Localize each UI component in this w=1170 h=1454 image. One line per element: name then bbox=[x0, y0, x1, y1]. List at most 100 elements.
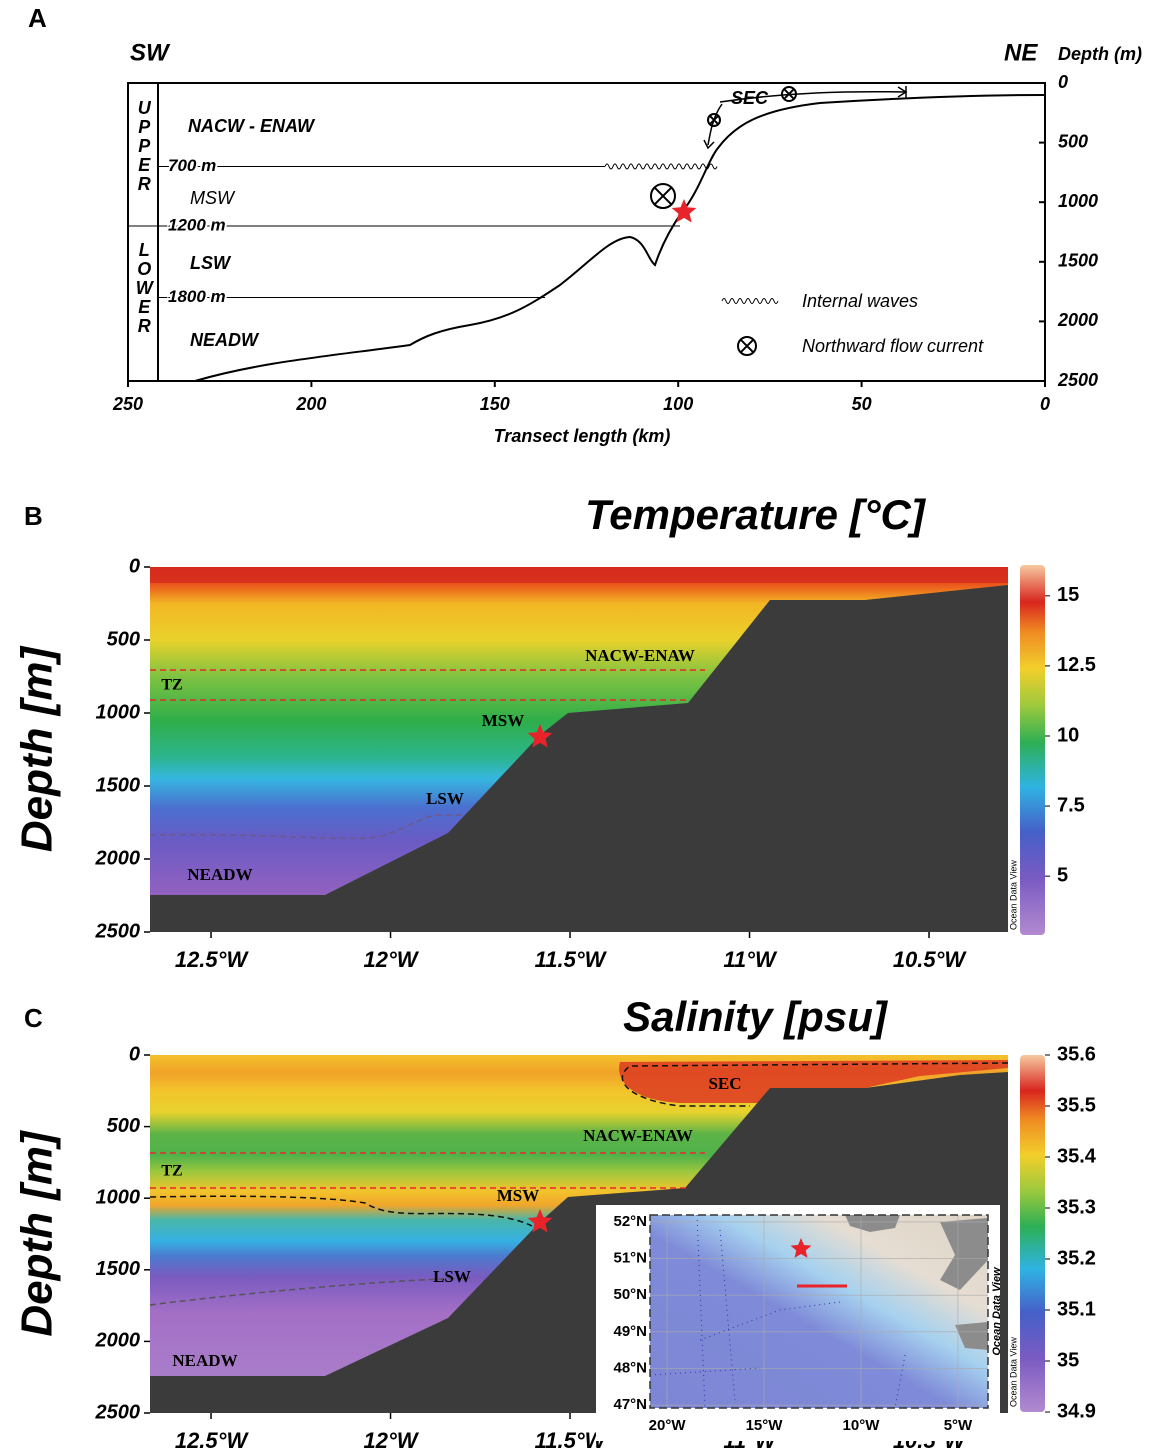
water-mass-label: NACW - ENAW bbox=[188, 116, 316, 136]
y-tick-label: 2000 bbox=[95, 1330, 141, 1352]
y-tick-label: 1500 bbox=[96, 774, 141, 796]
x-tick-label: 11.5°W bbox=[535, 947, 608, 972]
watermark: Ocean Data View bbox=[991, 1266, 1003, 1356]
current-arrow bbox=[707, 103, 723, 146]
x-tick-label: 50 bbox=[852, 394, 872, 414]
legend-wave bbox=[721, 298, 779, 304]
map-lat-label: 50°N bbox=[613, 1286, 647, 1303]
water-mass-label: NEADW bbox=[187, 865, 252, 884]
bathymetry bbox=[194, 94, 1046, 382]
colorbar-tick-label: 34.9 bbox=[1057, 1400, 1096, 1422]
water-mass-label: NACW-ENAW bbox=[585, 646, 695, 665]
current-arrow bbox=[897, 86, 908, 98]
flow-symbol bbox=[650, 183, 676, 209]
y-axis-title: Depth (m) bbox=[1058, 44, 1142, 64]
colorbar-tick-label: 35.2 bbox=[1057, 1247, 1096, 1269]
boundary-label: 1800 m bbox=[168, 287, 226, 306]
map-lat-label: 52°N bbox=[613, 1213, 647, 1230]
water-mass-label: SEC bbox=[708, 1074, 741, 1093]
colorbar-tick-label: 35.6 bbox=[1057, 1043, 1096, 1065]
y-tick-label: 1500 bbox=[96, 1258, 141, 1280]
map-frame bbox=[649, 1214, 989, 1409]
water-mass-label: MSW bbox=[497, 1186, 540, 1205]
y-tick-label: 1500 bbox=[1058, 251, 1098, 271]
watermark: Ocean Data View bbox=[1008, 860, 1018, 930]
sec-core bbox=[619, 1060, 1008, 1103]
map-lat-label: 47°N bbox=[613, 1396, 647, 1413]
y-tick-label: 1000 bbox=[96, 1186, 141, 1208]
sample-star bbox=[790, 1238, 812, 1258]
flow-symbol bbox=[707, 113, 721, 127]
y-tick-label: 1000 bbox=[96, 701, 141, 723]
lsw-boundary bbox=[149, 1277, 471, 1306]
map-lon-label: 10°W bbox=[843, 1417, 881, 1434]
map-land bbox=[845, 1215, 988, 1350]
y-tick-label: 0 bbox=[129, 1043, 140, 1065]
colorbar bbox=[1020, 565, 1045, 935]
colorbar-tick-label: 35.3 bbox=[1057, 1196, 1096, 1218]
x-tick-label: 11°W bbox=[723, 947, 778, 972]
y-tick-label: 2500 bbox=[95, 1401, 141, 1423]
y-tick-label: 2500 bbox=[1057, 370, 1098, 390]
water-mass-label: NEADW bbox=[190, 330, 260, 350]
map-lon-label: 5°W bbox=[944, 1417, 973, 1434]
x-tick-label: 11.5°W bbox=[535, 1428, 608, 1453]
x-tick-label: 250 bbox=[112, 394, 143, 414]
flow-symbol bbox=[739, 338, 755, 354]
group-label: UPPER bbox=[134, 98, 154, 193]
x-tick-label: 10.5°W bbox=[893, 947, 968, 972]
x-tick-label: 150 bbox=[480, 394, 510, 414]
y-tick-label: 2000 bbox=[1057, 310, 1098, 330]
colorbar-tick-label: 12.5 bbox=[1057, 654, 1096, 676]
msw-boundary bbox=[149, 1195, 533, 1227]
panel-label: B bbox=[24, 501, 43, 531]
y-tick-label: 1000 bbox=[1058, 191, 1098, 211]
y-tick-label: 2000 bbox=[95, 847, 141, 869]
water-mass-label: MSW bbox=[482, 711, 525, 730]
lsw-boundary bbox=[149, 814, 470, 840]
panel-label: C bbox=[24, 1003, 43, 1033]
y-tick-label: 500 bbox=[107, 628, 140, 650]
panel-label: A bbox=[28, 3, 47, 33]
colorbar-tick-label: 35.1 bbox=[1057, 1298, 1096, 1320]
y-tick-label: 0 bbox=[129, 555, 140, 577]
y-axis-title: Depth [m] bbox=[13, 646, 62, 853]
map-lat-label: 51°N bbox=[613, 1250, 647, 1267]
boundary-label: 1200 m bbox=[168, 216, 226, 235]
x-tick-label: 12.5°W bbox=[175, 947, 250, 972]
colorbar-tick-label: 35.4 bbox=[1057, 1145, 1097, 1167]
colorbar-tick-label: 35 bbox=[1057, 1349, 1079, 1371]
x-tick-label: 200 bbox=[295, 394, 326, 414]
warm-layer bbox=[150, 567, 1008, 583]
station-track bbox=[649, 1214, 906, 1409]
water-mass-label: LSW bbox=[433, 1267, 471, 1286]
current-arrow bbox=[719, 90, 906, 103]
side-label: SW bbox=[130, 39, 171, 66]
legend-label: Internal waves bbox=[802, 291, 918, 311]
x-tick-label: 12°W bbox=[364, 1428, 420, 1453]
water-mass-label: NEADW bbox=[172, 1351, 237, 1370]
y-tick-label: 0 bbox=[1058, 72, 1068, 92]
y-tick-label: 500 bbox=[107, 1115, 140, 1137]
y-axis-title: Depth [m] bbox=[13, 1130, 62, 1337]
y-tick-label: 2500 bbox=[95, 920, 141, 942]
internal-waves bbox=[604, 163, 718, 170]
legend-label: Northward flow current bbox=[802, 336, 984, 356]
colorbar-tick-label: 7.5 bbox=[1057, 794, 1085, 816]
map-lat-label: 49°N bbox=[613, 1323, 647, 1340]
boundary-label: 700 m bbox=[168, 156, 216, 175]
current-arrow bbox=[703, 139, 715, 150]
map-lon-label: 15°W bbox=[746, 1417, 784, 1434]
colorbar-tick-label: 35.5 bbox=[1057, 1094, 1096, 1116]
water-mass-label: LSW bbox=[190, 253, 232, 273]
x-tick-label: 100 bbox=[663, 394, 693, 414]
group-label: LOWER bbox=[134, 240, 155, 335]
colorbar-tick-label: 15 bbox=[1057, 584, 1079, 606]
water-mass-label: LSW bbox=[426, 789, 464, 808]
zone-label: TZ bbox=[161, 1163, 182, 1180]
map-ocean bbox=[650, 1215, 988, 1408]
map-lat-label: 48°N bbox=[613, 1359, 647, 1376]
chart-title: Temperature [°C] bbox=[585, 491, 927, 538]
colorbar bbox=[1020, 1055, 1045, 1412]
